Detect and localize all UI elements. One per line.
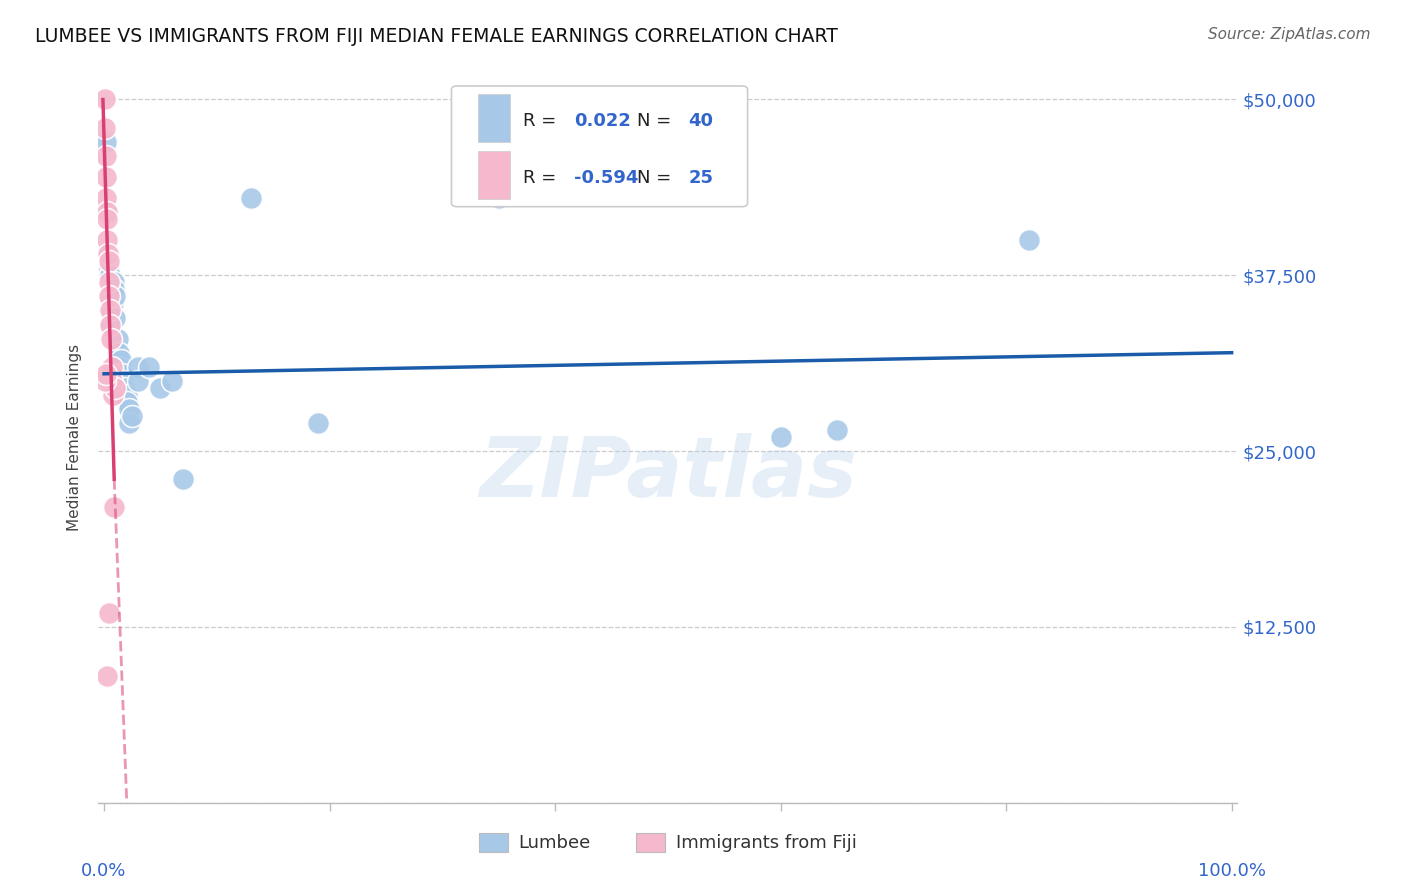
Point <box>94 149 117 163</box>
Point <box>100 367 122 381</box>
Point <box>127 359 149 374</box>
Point <box>94 374 117 388</box>
Point <box>97 276 120 290</box>
Text: 0.0%: 0.0% <box>82 862 127 880</box>
Text: 100.0%: 100.0% <box>1198 862 1265 880</box>
Point <box>97 254 120 268</box>
Point <box>103 282 125 296</box>
Point <box>98 268 121 283</box>
Point <box>103 276 125 290</box>
Point <box>112 381 135 395</box>
Point <box>104 381 127 395</box>
Point <box>713 177 735 191</box>
Point <box>98 303 121 318</box>
Text: N =: N = <box>637 112 678 130</box>
Point <box>107 332 129 346</box>
Point <box>96 669 118 683</box>
Text: 25: 25 <box>689 169 713 187</box>
Point <box>104 310 127 325</box>
Point <box>94 120 117 135</box>
Point <box>101 388 124 402</box>
Point <box>98 318 121 332</box>
Point <box>97 261 120 276</box>
Point <box>100 332 122 346</box>
Point <box>121 409 143 423</box>
Point <box>96 205 118 219</box>
Text: R =: R = <box>523 169 562 187</box>
Point <box>107 345 129 359</box>
FancyBboxPatch shape <box>451 86 748 207</box>
Point <box>107 359 129 374</box>
Point <box>96 191 118 205</box>
Point <box>96 135 118 149</box>
Point <box>101 289 124 303</box>
Point <box>96 205 118 219</box>
Point <box>118 401 141 416</box>
Text: LUMBEE VS IMMIGRANTS FROM FIJI MEDIAN FEMALE EARNINGS CORRELATION CHART: LUMBEE VS IMMIGRANTS FROM FIJI MEDIAN FE… <box>35 27 838 45</box>
Text: 0.022: 0.022 <box>575 112 631 130</box>
Point <box>127 374 149 388</box>
Point <box>96 367 118 381</box>
Point <box>100 296 122 310</box>
Point <box>115 388 138 402</box>
Point <box>138 359 160 374</box>
Point <box>97 247 120 261</box>
Point <box>97 606 120 620</box>
Point <box>101 303 124 318</box>
Text: Source: ZipAtlas.com: Source: ZipAtlas.com <box>1208 27 1371 42</box>
Point <box>1018 233 1040 247</box>
Y-axis label: Median Female Earnings: Median Female Earnings <box>67 343 83 531</box>
Point <box>101 296 124 310</box>
Point <box>115 395 138 409</box>
Text: N =: N = <box>637 169 678 187</box>
Point <box>104 289 127 303</box>
Point <box>488 191 510 205</box>
Point <box>172 472 194 486</box>
FancyBboxPatch shape <box>478 151 509 199</box>
Point <box>96 169 118 184</box>
FancyBboxPatch shape <box>478 95 509 142</box>
Point <box>100 318 122 332</box>
Point <box>103 500 125 515</box>
Legend: Lumbee, Immigrants from Fiji: Lumbee, Immigrants from Fiji <box>472 826 863 860</box>
Point <box>111 367 134 381</box>
Point <box>825 423 848 437</box>
Point <box>98 289 121 303</box>
Point <box>112 374 135 388</box>
Point <box>101 359 124 374</box>
Text: ZIPatlas: ZIPatlas <box>479 434 856 514</box>
Point <box>239 191 262 205</box>
Point <box>94 93 117 107</box>
Point <box>96 233 118 247</box>
Text: 40: 40 <box>689 112 713 130</box>
Point <box>118 416 141 430</box>
Point <box>769 430 792 444</box>
Point <box>307 416 329 430</box>
Point <box>160 374 183 388</box>
Point <box>110 352 132 367</box>
Point <box>96 212 118 227</box>
Point <box>149 381 172 395</box>
Point <box>97 247 120 261</box>
Point <box>101 374 124 388</box>
Text: R =: R = <box>523 112 562 130</box>
Text: -0.594: -0.594 <box>575 169 638 187</box>
Point <box>98 289 121 303</box>
